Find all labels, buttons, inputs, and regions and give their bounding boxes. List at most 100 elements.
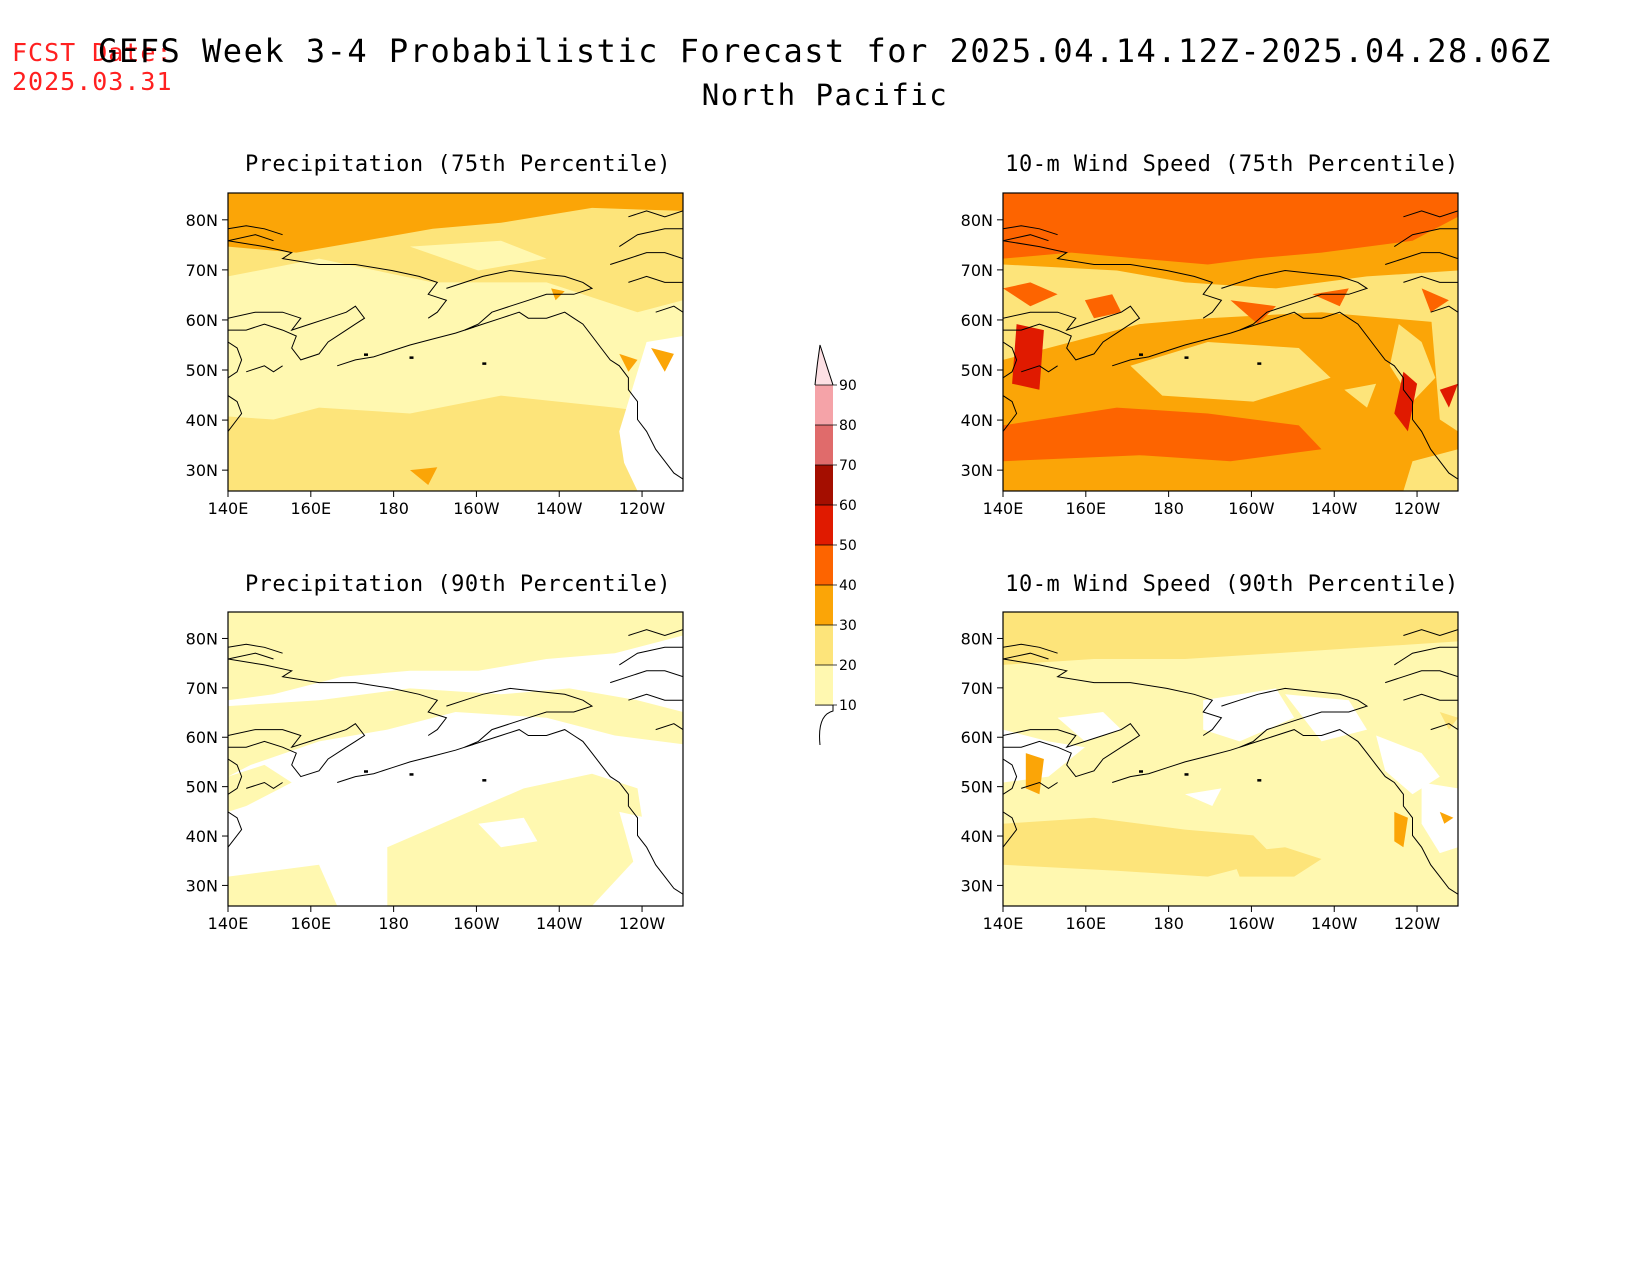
coastline — [1003, 341, 1018, 379]
contour-region — [1084, 294, 1122, 319]
coastline — [628, 210, 683, 218]
x-tick-label: 180 — [378, 914, 409, 933]
coastline — [1385, 252, 1458, 265]
coastline — [1003, 758, 1018, 795]
panel-title-precip-75: Precipitation (75th Percentile) — [244, 152, 672, 177]
coastline — [1021, 365, 1058, 373]
contour-region — [1421, 288, 1449, 313]
y-tick-label: 80N — [186, 629, 218, 648]
contour-region — [228, 864, 338, 906]
x-tick-label: 140W — [1311, 914, 1358, 933]
x-tick-label: 180 — [1153, 499, 1184, 518]
coastline — [337, 743, 474, 783]
coastline — [246, 365, 283, 373]
coastline — [228, 643, 283, 654]
y-tick-label: 50N — [961, 361, 993, 380]
colorbar-label: 20 — [839, 658, 857, 674]
y-tick-label: 80N — [961, 629, 993, 648]
map-frame — [227, 192, 684, 492]
contour-region — [410, 467, 438, 485]
x-tick-label: 120W — [619, 914, 666, 933]
contour-region — [1185, 788, 1222, 806]
island — [1139, 770, 1143, 773]
coastline — [1003, 652, 1049, 660]
contour-region — [619, 336, 683, 491]
colorbar-segment — [815, 345, 833, 385]
colorbar-label: 80 — [839, 418, 857, 434]
x-tick-label: 140E — [208, 914, 249, 933]
coastline — [228, 305, 366, 361]
y-tick-label: 50N — [186, 361, 218, 380]
contour-region — [1003, 729, 1085, 783]
x-tick-label: 160E — [1065, 499, 1106, 518]
coastline — [610, 252, 683, 265]
y-tick-label: 70N — [961, 679, 993, 698]
y-tick-label: 40N — [186, 411, 218, 430]
coastline — [628, 275, 683, 283]
colorbar-segment — [815, 425, 833, 465]
coastline — [228, 652, 274, 660]
y-tick-label: 60N — [186, 728, 218, 747]
color-legend: 10 20 30 40 50 60 70 80 90 — [814, 344, 857, 745]
coastline — [228, 758, 243, 795]
coastline — [1003, 234, 1049, 242]
map-panel-precip-90: 80N 70N 60N 50N 40N 30N 140E 160E 180 160W 140W 120… — [186, 611, 684, 933]
colorbar-segment — [815, 465, 833, 505]
y-tick-label: 70N — [961, 261, 993, 280]
coastline — [228, 341, 243, 379]
contour-region — [1003, 817, 1276, 877]
coastline — [655, 305, 683, 313]
map-frame — [227, 611, 684, 907]
colorbar-end-low — [815, 704, 834, 745]
contour-region — [619, 353, 638, 372]
colorbar-label: 90 — [839, 378, 857, 394]
x-tick-label: 120W — [1394, 914, 1441, 933]
contour-region — [1230, 300, 1276, 325]
contour-region — [228, 193, 683, 253]
coastline — [1430, 305, 1458, 313]
coastline — [628, 629, 683, 637]
y-tick-label: 30N — [961, 461, 993, 480]
contour-region — [1344, 383, 1377, 408]
island — [409, 773, 414, 776]
coastline — [610, 670, 683, 684]
colorbar-label: 40 — [839, 578, 857, 594]
y-tick-label: 70N — [186, 261, 218, 280]
contour-region — [228, 612, 683, 701]
island — [409, 356, 414, 359]
coastline — [228, 225, 283, 236]
coastline — [619, 646, 683, 666]
colorbar-label: 60 — [839, 498, 857, 514]
contour-region — [651, 348, 674, 372]
coastline — [1003, 225, 1058, 236]
x-tick-label: 160E — [290, 499, 331, 518]
contour-region — [1312, 288, 1349, 307]
x-tick-label: 160E — [290, 914, 331, 933]
colorbar-label: 50 — [839, 538, 857, 554]
coastline — [1403, 275, 1458, 283]
coastline — [619, 228, 683, 248]
coastline — [1003, 658, 1223, 736]
coastline — [1003, 643, 1058, 654]
contour-region — [478, 817, 538, 848]
x-tick-label: 160W — [453, 914, 500, 933]
y-tick-label: 70N — [186, 679, 218, 698]
island — [364, 770, 368, 773]
coastline — [655, 723, 683, 731]
coastline — [1403, 629, 1458, 637]
colorbar-end-high — [814, 344, 834, 386]
y-tick-label: 80N — [186, 211, 218, 230]
map-frame — [1002, 192, 1459, 492]
y-tick-label: 60N — [961, 311, 993, 330]
island — [1184, 356, 1189, 359]
island — [482, 362, 487, 365]
coastline — [1021, 781, 1058, 789]
contour-region — [1130, 342, 1331, 402]
island — [482, 779, 487, 782]
y-tick-label: 80N — [961, 211, 993, 230]
contour-region — [228, 764, 292, 812]
coastline — [228, 811, 243, 848]
coastline — [1112, 326, 1249, 367]
coastline — [1112, 743, 1249, 783]
x-tick-label: 140W — [536, 499, 583, 518]
